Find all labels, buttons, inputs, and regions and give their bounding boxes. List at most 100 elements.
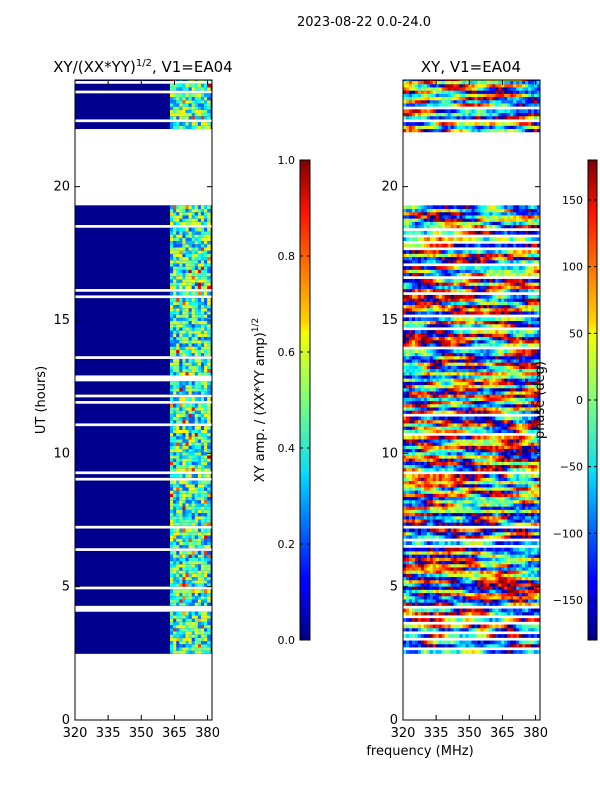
heatmap-cell (182, 346, 186, 350)
heatmap-cell (429, 570, 434, 574)
heatmap-cell (468, 550, 472, 555)
heatmap-cell (423, 608, 428, 613)
heatmap-cell (438, 640, 443, 645)
heatmap-cell (179, 618, 183, 622)
heatmap-cell (534, 566, 538, 571)
heatmap-cell (173, 106, 177, 110)
heatmap-cell (477, 410, 481, 414)
heatmap-cell (441, 576, 446, 581)
heatmap-cell (429, 451, 434, 456)
heatmap-cell (462, 429, 467, 434)
heatmap-cell (207, 534, 211, 539)
heatmap-cell (519, 448, 523, 453)
heatmap-cell (510, 512, 514, 517)
heatmap-cell (207, 435, 211, 440)
heatmap-cell (173, 250, 177, 254)
heatmap-cell (411, 480, 416, 485)
heatmap-cell (504, 416, 508, 421)
heatmap-cell (480, 451, 484, 456)
heatmap-cell (194, 598, 199, 603)
heatmap-cell (495, 611, 499, 616)
heatmap-cell (179, 550, 183, 555)
heatmap-cell (420, 467, 425, 472)
heatmap-cell (170, 486, 174, 491)
heatmap-cell (185, 576, 190, 581)
heatmap-cell (417, 618, 422, 622)
heatmap-cell (176, 234, 180, 238)
heatmap-cell (200, 285, 205, 290)
heatmap-cell (185, 227, 190, 232)
heatmap-cell (495, 406, 499, 411)
heatmap-cell (179, 336, 183, 341)
heatmap-cell (492, 618, 496, 622)
heatmap-cell (468, 458, 472, 462)
heatmap-cell (504, 477, 508, 482)
heatmap-cell (420, 531, 425, 536)
heatmap-cell (510, 595, 514, 600)
heatmap-cell (197, 307, 202, 312)
heatmap-row (75, 518, 212, 523)
heatmap-cell (188, 403, 193, 408)
heatmap-cell (188, 96, 193, 101)
heatmap-cell (188, 205, 193, 210)
heatmap-cell (179, 246, 183, 251)
heatmap-cell (465, 454, 470, 459)
heatmap-cell (522, 422, 526, 427)
heatmap-cell (194, 298, 199, 302)
heatmap-cell (207, 269, 211, 274)
heatmap-cell (522, 429, 526, 434)
heatmap-cell (480, 522, 484, 526)
heatmap-cell (492, 512, 496, 517)
heatmap-cell (459, 502, 464, 507)
heatmap-cell (453, 410, 458, 414)
heatmap-cell (501, 579, 505, 584)
heatmap-cell (426, 474, 431, 478)
heatmap-cell (420, 422, 425, 427)
heatmap-cell (447, 499, 452, 504)
heatmap-cell (170, 310, 174, 315)
heatmap-cell (432, 522, 437, 526)
heatmap-cell (411, 518, 416, 523)
heatmap-cell (179, 221, 183, 226)
heatmap-cell (188, 515, 193, 520)
heatmap-cell (194, 531, 199, 536)
heatmap-cell (182, 643, 186, 648)
heatmap-cell (182, 534, 186, 539)
heatmap-cell (519, 486, 523, 491)
heatmap-cell (483, 531, 487, 536)
heatmap-cell (417, 499, 422, 504)
heatmap-cell (194, 630, 199, 635)
heatmap-cell (403, 570, 407, 574)
heatmap-cell (528, 618, 532, 622)
heatmap-cell (179, 282, 183, 286)
heatmap-cell (513, 595, 517, 600)
heatmap-cell (414, 570, 419, 574)
heatmap-cell (182, 80, 186, 82)
heatmap-cell (507, 582, 511, 587)
heatmap-cell (522, 496, 526, 501)
heatmap-cell (200, 509, 205, 514)
heatmap-cell (411, 557, 416, 562)
heatmap-cell (447, 550, 452, 555)
heatmap-cell (432, 496, 437, 501)
heatmap-cell (420, 554, 425, 558)
heatmap-cell (204, 509, 208, 514)
heatmap-cell (170, 502, 174, 507)
heatmap-cell (200, 330, 205, 334)
heatmap-cell (191, 464, 196, 469)
heatmap-row (75, 230, 212, 235)
heatmap-cell (474, 560, 478, 565)
heatmap-cell (185, 624, 190, 629)
heatmap-cell (456, 563, 461, 568)
heatmap-cell (465, 531, 470, 536)
heatmap-cell (182, 624, 186, 629)
heatmap-cell (173, 115, 177, 120)
heatmap-cell (197, 205, 202, 210)
heatmap-cell (474, 458, 478, 462)
heatmap-cell (182, 368, 186, 373)
heatmap-cell (537, 429, 540, 434)
heatmap-cell (170, 86, 174, 91)
heatmap-cell (432, 464, 437, 469)
heatmap-cell (504, 410, 508, 414)
heatmap-cell (188, 464, 193, 469)
